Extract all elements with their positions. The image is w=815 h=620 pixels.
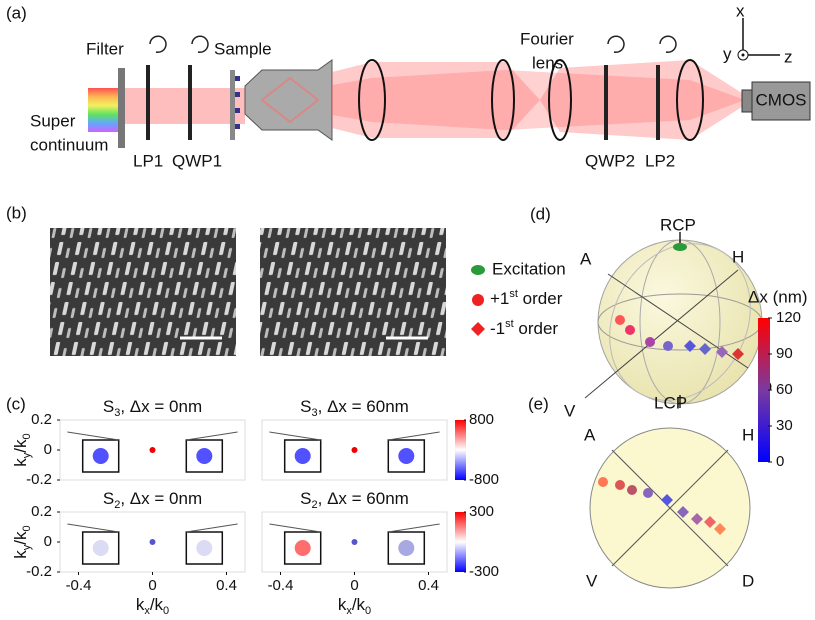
- point-label: H: [742, 425, 754, 444]
- x-axis-label: kx/k0: [136, 595, 169, 616]
- colorbar-tick-label: 300: [469, 503, 494, 520]
- inset-spot: [93, 448, 109, 464]
- x-tick-label: 0: [350, 577, 358, 594]
- point-label: H: [732, 247, 744, 266]
- y-tick-label: -0.2: [26, 471, 52, 488]
- x-tick-label: 0.4: [418, 577, 439, 594]
- sem-images: [50, 228, 446, 356]
- colorbar-ticks: 0 30 60 90 120: [768, 309, 801, 470]
- panel-label: (c): [6, 394, 26, 413]
- colorbar-tick-label: 120: [776, 309, 801, 326]
- plot-title: S3, Δx = 60nm: [300, 397, 409, 418]
- inset-spot: [93, 540, 109, 556]
- colorbar-tick-label: 30: [776, 417, 793, 434]
- k-space-maps: S3, Δx = 0nm 0.2 0 -0.2 ky/k0 S3, Δx = 60nm 80…: [11, 397, 499, 616]
- pole-label: LCP: [654, 393, 687, 412]
- colorbar: [455, 420, 466, 480]
- y-tick-label: 0.2: [31, 411, 52, 428]
- axis-label: z: [784, 47, 793, 66]
- inset-spot: [295, 448, 311, 464]
- colorbar: [455, 512, 466, 572]
- sample-label: Sample: [214, 39, 272, 58]
- pole-label: RCP: [660, 215, 696, 234]
- y-tick-label: 0: [44, 441, 52, 458]
- lp2-label: LP2: [645, 151, 675, 170]
- y-axis-label: ky/k0: [11, 525, 32, 558]
- source-label: Super: [30, 111, 76, 130]
- center-spot: [150, 447, 156, 453]
- figure: (a) Filter Super continuum LP1 QWP1 Samp…: [0, 0, 815, 620]
- qwp2-label: QWP2: [585, 151, 635, 170]
- y-tick-label: 0.2: [31, 503, 52, 520]
- source-label: continuum: [30, 135, 108, 154]
- axis-label: x: [736, 1, 745, 20]
- panel-label: (a): [6, 3, 27, 22]
- colorbar-tick-label: 800: [469, 411, 494, 428]
- colorbar-tick-label: 60: [776, 381, 793, 398]
- filter-label: Filter: [86, 39, 124, 58]
- point-label: A: [580, 249, 592, 268]
- center-spot: [352, 539, 358, 545]
- y-tick-label: -0.2: [26, 563, 52, 580]
- panel-label: (e): [528, 394, 549, 413]
- legend-entry: +1st order: [490, 288, 563, 309]
- colorbar-label: Δx (nm): [748, 287, 808, 306]
- panel-label: (b): [6, 203, 27, 222]
- x-axis-label: kx/k0: [338, 595, 371, 616]
- camera-label: CMOS: [756, 90, 807, 109]
- x-tick-label: -0.4: [66, 577, 92, 594]
- legend-entry: -1st order: [490, 318, 558, 339]
- colorbar-tick-label: 0: [776, 453, 784, 470]
- y-axis-label: ky/k0: [11, 433, 32, 466]
- panel-label: (d): [530, 204, 551, 223]
- lp1-label: LP1: [133, 151, 163, 170]
- x-tick-label: -0.4: [268, 577, 294, 594]
- plot-title: S2, Δx = 60nm: [300, 489, 409, 510]
- point-label: V: [586, 571, 598, 590]
- point-label: A: [584, 425, 596, 444]
- x-tick-label: 0: [148, 577, 156, 594]
- colorbar-tick-label: -300: [469, 563, 499, 580]
- center-spot: [150, 539, 156, 545]
- qwp1-label: QWP1: [172, 151, 222, 170]
- optical-setup: [88, 18, 810, 148]
- projection: [590, 428, 750, 588]
- fourier-lens-label: Fourier: [520, 29, 574, 48]
- inset-spot: [196, 540, 212, 556]
- plot-title: S3, Δx = 0nm: [103, 397, 202, 418]
- point-label: D: [742, 571, 754, 590]
- colorbar-tick-label: -800: [469, 471, 499, 488]
- inset-spot: [295, 540, 311, 556]
- fourier-lens-label: lens: [532, 53, 563, 72]
- inset-spot: [398, 540, 414, 556]
- center-spot: [352, 447, 358, 453]
- x-tick-label: 0.4: [216, 577, 237, 594]
- legend-entry: Excitation: [492, 259, 566, 278]
- legend: [471, 265, 485, 336]
- y-tick-label: 0: [44, 533, 52, 550]
- inset-spot: [196, 448, 212, 464]
- colorbar-tick-label: 90: [776, 345, 793, 362]
- point-label: V: [564, 401, 576, 420]
- axis-label: y: [723, 44, 732, 63]
- inset-spot: [398, 448, 414, 464]
- plot-title: S2, Δx = 0nm: [103, 489, 202, 510]
